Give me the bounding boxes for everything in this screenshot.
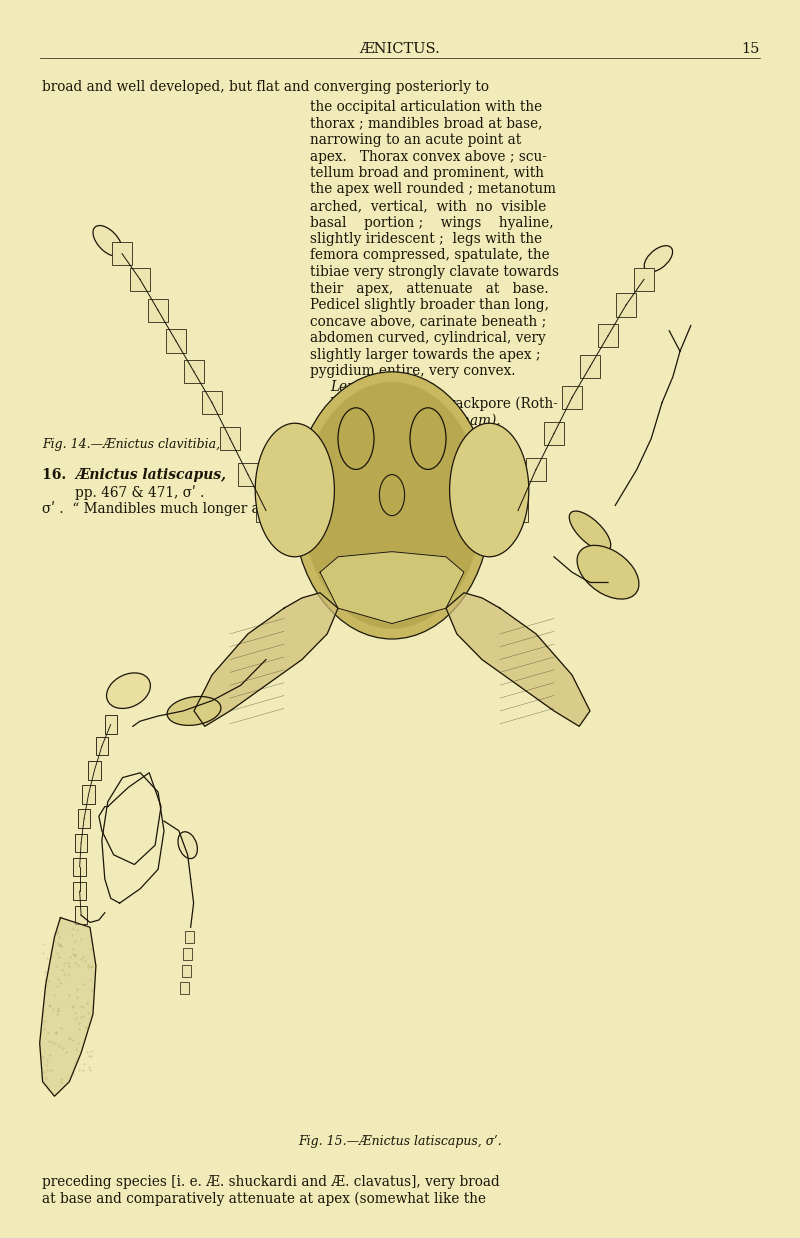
Text: xiii (1901),: xiii (1901), bbox=[465, 468, 546, 482]
Text: Hab. Bengal, Barrackpore (Roth-: Hab. Bengal, Barrackpore (Roth- bbox=[330, 397, 558, 411]
Text: broad and well developed, but flat and converging posteriorly to: broad and well developed, but flat and c… bbox=[42, 80, 489, 94]
Bar bbox=[634, 267, 654, 291]
Bar bbox=[105, 716, 117, 734]
Bar bbox=[182, 964, 190, 977]
Bar bbox=[78, 810, 90, 828]
Text: basal    portion ;    wings    hyaline,: basal portion ; wings hyaline, bbox=[310, 215, 554, 229]
Text: slightly iridescent ;  legs with the: slightly iridescent ; legs with the bbox=[310, 232, 542, 246]
Text: femora compressed, spatulate, the: femora compressed, spatulate, the bbox=[310, 249, 550, 262]
Ellipse shape bbox=[570, 511, 610, 551]
Bar bbox=[256, 499, 276, 522]
Polygon shape bbox=[446, 593, 590, 727]
Text: Fig. 14.—Ænictus clavitibia, σʹ.: Fig. 14.—Ænictus clavitibia, σʹ. bbox=[42, 438, 240, 451]
Text: Pedicel slightly broader than long,: Pedicel slightly broader than long, bbox=[310, 298, 549, 312]
Text: 16.: 16. bbox=[42, 468, 76, 482]
Text: ney) ; Burma (Bingham).: ney) ; Burma (Bingham). bbox=[330, 413, 501, 428]
Bar bbox=[75, 833, 87, 852]
Bar bbox=[184, 360, 204, 384]
Ellipse shape bbox=[644, 245, 673, 272]
Bar bbox=[544, 422, 564, 444]
Bar bbox=[96, 737, 108, 755]
Bar bbox=[562, 386, 582, 409]
Text: thorax ; mandibles broad at base,: thorax ; mandibles broad at base, bbox=[310, 116, 542, 130]
Bar bbox=[166, 329, 186, 353]
Ellipse shape bbox=[302, 383, 482, 629]
Polygon shape bbox=[320, 552, 464, 624]
Bar bbox=[220, 427, 240, 451]
Text: the apex well rounded ; metanotum: the apex well rounded ; metanotum bbox=[310, 182, 556, 197]
Text: Fig. 15.—Ænictus latiscapus, σʹ.: Fig. 15.—Ænictus latiscapus, σʹ. bbox=[298, 1135, 502, 1148]
Bar bbox=[74, 881, 86, 900]
Ellipse shape bbox=[293, 371, 491, 639]
Text: at base and comparatively attenuate at apex (somewhat like the: at base and comparatively attenuate at a… bbox=[42, 1191, 486, 1206]
Text: Length 6·5 mm.: Length 6·5 mm. bbox=[330, 380, 439, 395]
Text: preceding species [i. e. Æ. shuckardi and Æ. clavatus], very broad: preceding species [i. e. Æ. shuckardi an… bbox=[42, 1175, 500, 1188]
Text: Ænictus latiscapus,: Ænictus latiscapus, bbox=[75, 468, 226, 482]
Text: pygidium entire, very convex.: pygidium entire, very convex. bbox=[310, 364, 515, 378]
Bar bbox=[598, 324, 618, 348]
Ellipse shape bbox=[178, 832, 198, 859]
Text: arched,  vertical,  with  no  visible: arched, vertical, with no visible bbox=[310, 199, 546, 213]
Bar bbox=[238, 463, 258, 487]
Text: slightly larger towards the apex ;: slightly larger towards the apex ; bbox=[310, 348, 541, 361]
Bar bbox=[185, 931, 194, 943]
Bar bbox=[180, 982, 189, 994]
Bar bbox=[75, 906, 87, 925]
Text: the occipital articulation with the: the occipital articulation with the bbox=[310, 100, 542, 114]
Text: their   apex,   attenuate   at   base.: their apex, attenuate at base. bbox=[310, 281, 549, 296]
Bar bbox=[88, 761, 101, 780]
Bar bbox=[74, 858, 86, 877]
Text: tellum broad and prominent, with: tellum broad and prominent, with bbox=[310, 166, 544, 180]
Text: ÆNICTUS.: ÆNICTUS. bbox=[360, 42, 440, 56]
Text: Jour. Bomb. N. H. Soc.: Jour. Bomb. N. H. Soc. bbox=[272, 468, 434, 482]
Polygon shape bbox=[40, 917, 96, 1097]
Ellipse shape bbox=[450, 423, 529, 557]
Bar bbox=[148, 298, 168, 322]
Ellipse shape bbox=[93, 225, 122, 256]
Bar bbox=[82, 785, 94, 803]
Text: 15: 15 bbox=[742, 42, 760, 56]
Ellipse shape bbox=[106, 673, 150, 708]
Bar bbox=[616, 293, 636, 317]
Text: concave above, carinate beneath ;: concave above, carinate beneath ; bbox=[310, 314, 546, 328]
Text: narrowing to an acute point at: narrowing to an acute point at bbox=[310, 132, 522, 147]
Bar bbox=[526, 458, 546, 482]
Bar bbox=[183, 948, 192, 961]
Ellipse shape bbox=[255, 423, 334, 557]
Text: Forel,: Forel, bbox=[230, 468, 280, 482]
Text: abdomen curved, cylindrical, very: abdomen curved, cylindrical, very bbox=[310, 331, 546, 345]
Bar bbox=[202, 391, 222, 415]
Bar bbox=[112, 243, 132, 265]
Ellipse shape bbox=[577, 545, 639, 599]
Text: apex.   Thorax convex above ; scu-: apex. Thorax convex above ; scu- bbox=[310, 150, 547, 163]
Ellipse shape bbox=[167, 697, 221, 725]
Text: σʹ .  “ Mandibles much longer and more curved than in the two: σʹ . “ Mandibles much longer and more cu… bbox=[42, 501, 478, 516]
Text: tibiae very strongly clavate towards: tibiae very strongly clavate towards bbox=[310, 265, 559, 279]
Bar bbox=[580, 355, 600, 379]
Bar bbox=[508, 499, 528, 522]
Polygon shape bbox=[194, 593, 338, 727]
Text: pp. 467 & 471, σʹ .: pp. 467 & 471, σʹ . bbox=[75, 484, 204, 499]
Bar bbox=[130, 267, 150, 291]
